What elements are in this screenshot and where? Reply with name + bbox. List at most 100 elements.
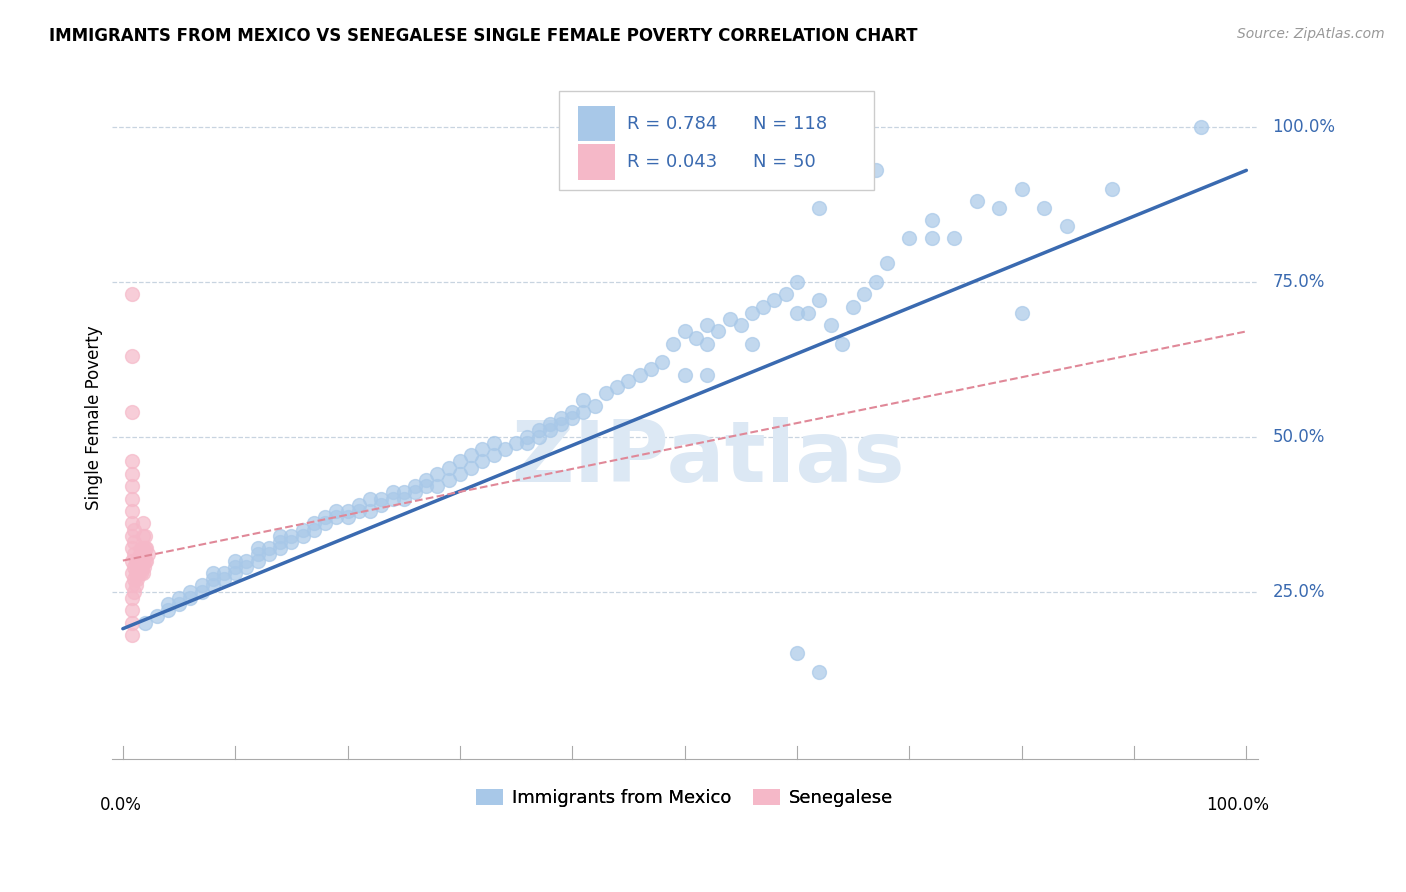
Point — [136, 548, 159, 562]
Point — [122, 559, 145, 574]
Point — [280, 529, 302, 543]
Point — [808, 665, 831, 679]
Point — [121, 553, 143, 567]
Point — [494, 442, 516, 456]
Point — [134, 553, 156, 567]
Point — [314, 516, 336, 531]
Point — [280, 535, 302, 549]
FancyBboxPatch shape — [578, 106, 614, 142]
Point — [359, 491, 381, 506]
Point — [482, 436, 505, 450]
Point — [853, 287, 876, 301]
Point — [538, 424, 561, 438]
Text: R = 0.043: R = 0.043 — [627, 153, 717, 171]
Point — [269, 529, 291, 543]
Text: 25.0%: 25.0% — [1272, 582, 1324, 600]
Point — [673, 368, 696, 382]
Point — [786, 306, 808, 320]
Point — [1056, 219, 1078, 233]
Point — [988, 201, 1011, 215]
Point — [404, 485, 426, 500]
Point — [121, 349, 143, 363]
Point — [127, 559, 149, 574]
Point — [224, 553, 246, 567]
Point — [1011, 306, 1033, 320]
Point — [121, 504, 143, 518]
Point — [561, 405, 583, 419]
Point — [314, 510, 336, 524]
Point — [235, 553, 257, 567]
Point — [121, 578, 143, 592]
Point — [132, 529, 155, 543]
Point — [1189, 120, 1212, 134]
Point — [538, 417, 561, 432]
Text: 100.0%: 100.0% — [1206, 797, 1270, 814]
Point — [125, 553, 148, 567]
Point — [121, 287, 143, 301]
Point — [437, 460, 460, 475]
Point — [921, 213, 943, 227]
Point — [131, 559, 153, 574]
Point — [527, 430, 550, 444]
Point — [865, 163, 887, 178]
Point — [617, 374, 640, 388]
Point — [132, 553, 155, 567]
Point — [336, 504, 359, 518]
Point — [125, 578, 148, 592]
Point — [179, 591, 201, 605]
Point — [1101, 182, 1123, 196]
Point — [516, 436, 538, 450]
Point — [786, 647, 808, 661]
Point — [347, 504, 370, 518]
Point — [145, 609, 167, 624]
Point — [651, 355, 673, 369]
Point — [121, 591, 143, 605]
Point — [134, 529, 156, 543]
Point — [127, 572, 149, 586]
Point — [128, 553, 150, 567]
Point — [246, 548, 269, 562]
Point — [235, 559, 257, 574]
Point — [134, 615, 156, 630]
Point — [135, 541, 157, 556]
Point — [471, 442, 494, 456]
Point — [628, 368, 651, 382]
Point — [966, 194, 988, 209]
Point — [128, 548, 150, 562]
Point — [392, 491, 415, 506]
Point — [122, 584, 145, 599]
Point — [426, 467, 449, 481]
Text: R = 0.784: R = 0.784 — [627, 115, 717, 133]
Point — [527, 424, 550, 438]
Point — [505, 436, 527, 450]
Point — [606, 380, 628, 394]
Point — [336, 510, 359, 524]
Point — [167, 597, 190, 611]
Point — [763, 293, 786, 308]
Point — [224, 559, 246, 574]
Point — [122, 548, 145, 562]
Point — [550, 411, 572, 425]
Point — [167, 591, 190, 605]
Point — [437, 473, 460, 487]
Point — [381, 485, 404, 500]
Point — [730, 318, 752, 333]
Point — [808, 201, 831, 215]
Point — [201, 578, 224, 592]
Text: N = 50: N = 50 — [754, 153, 815, 171]
Point — [876, 256, 898, 270]
Point — [190, 584, 212, 599]
Point — [132, 541, 155, 556]
Point — [404, 479, 426, 493]
Point — [121, 529, 143, 543]
Point — [516, 430, 538, 444]
Point — [325, 504, 347, 518]
Point — [128, 566, 150, 580]
Point — [842, 300, 865, 314]
Point — [302, 516, 325, 531]
Point — [572, 392, 595, 407]
Point — [347, 498, 370, 512]
Point — [121, 603, 143, 617]
Point — [325, 510, 347, 524]
Point — [415, 473, 437, 487]
